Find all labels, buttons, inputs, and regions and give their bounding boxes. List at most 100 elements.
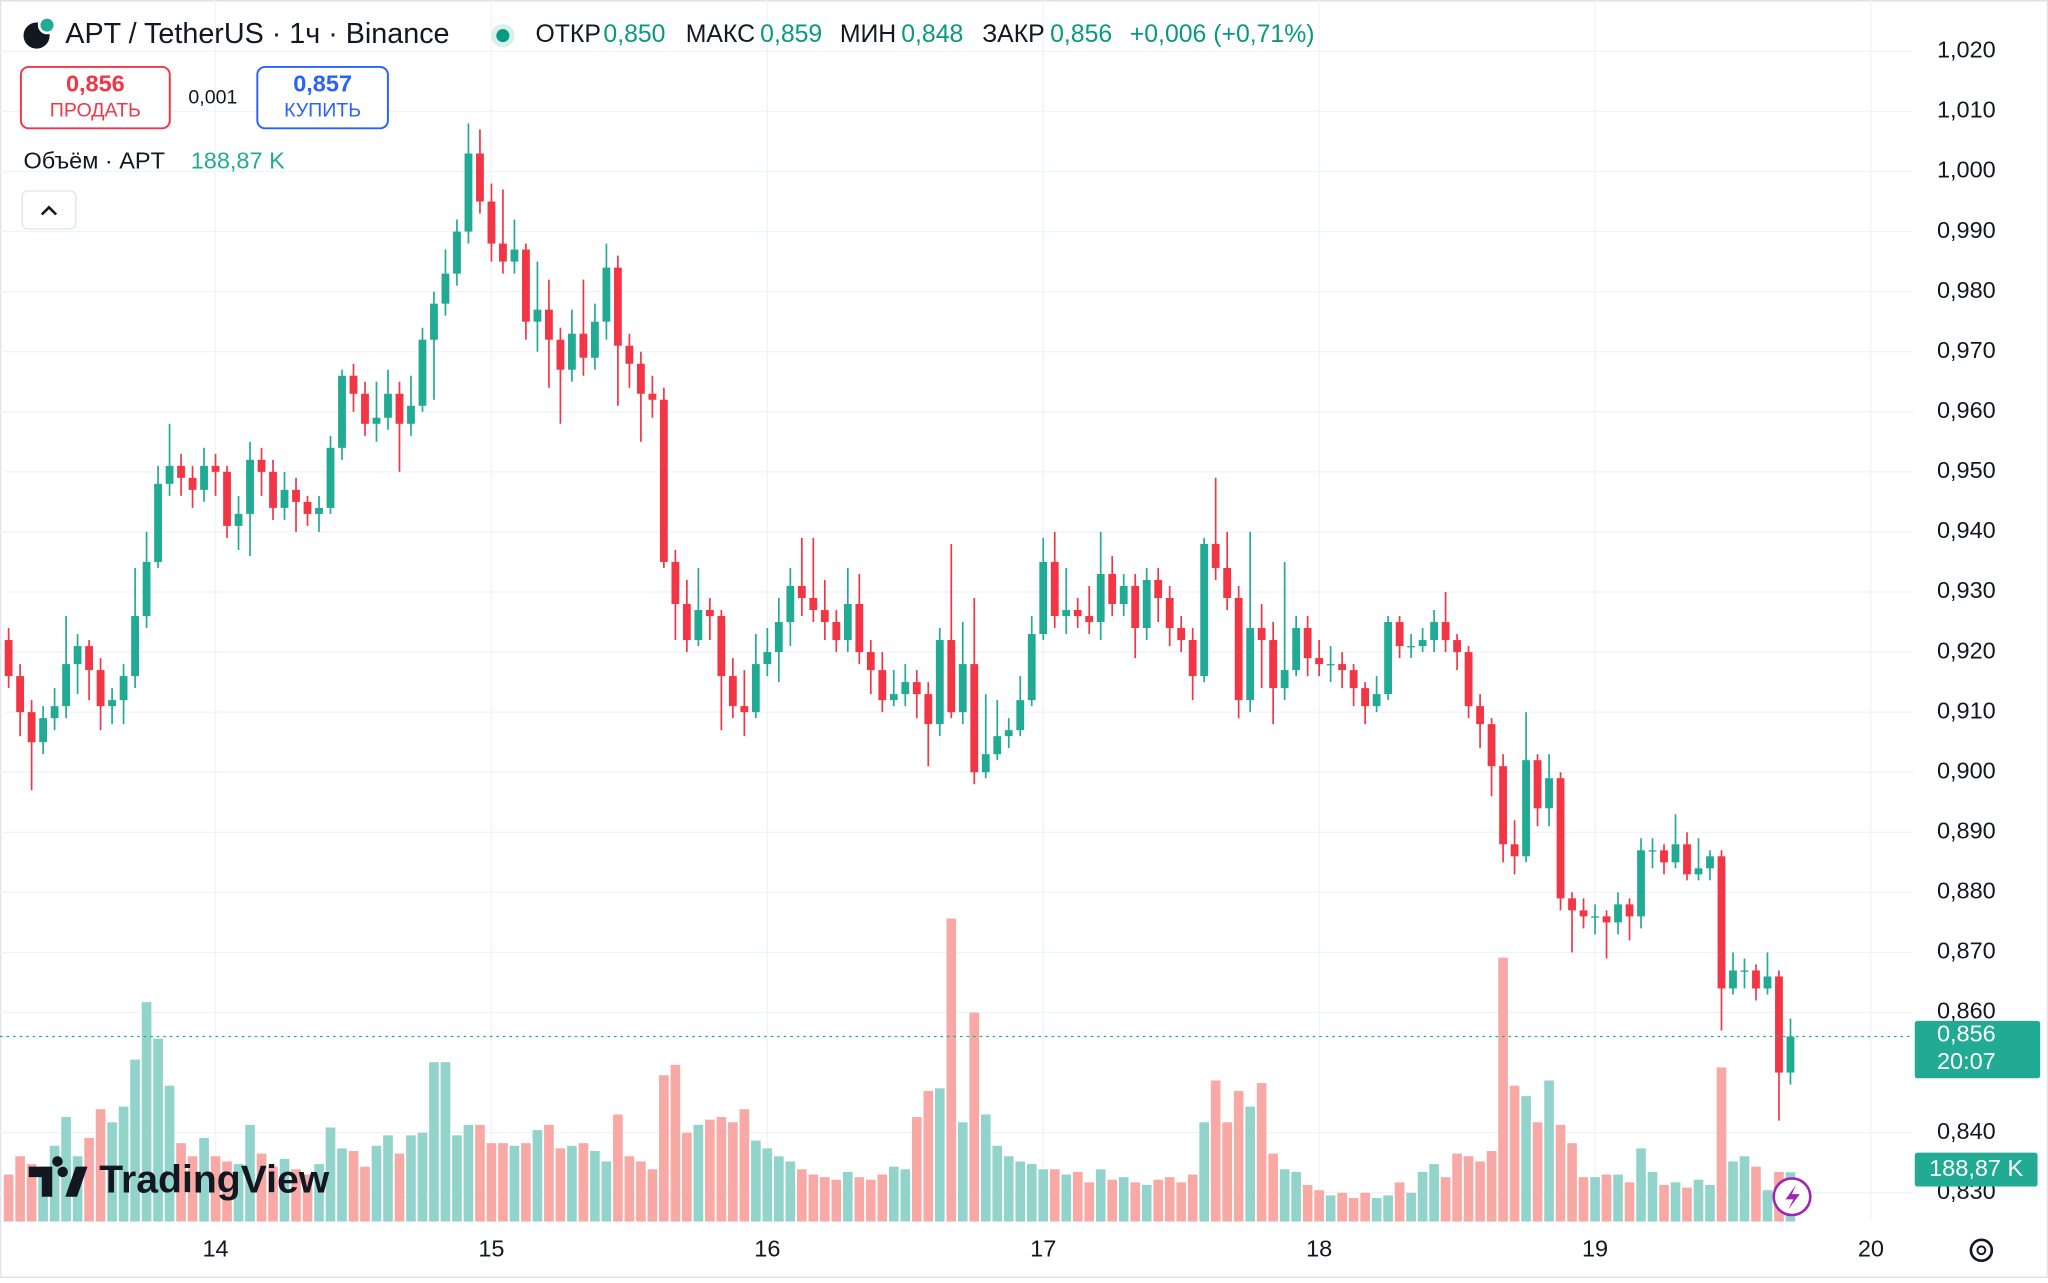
- candle-body: [545, 309, 553, 340]
- candle-body: [924, 694, 933, 725]
- candle-body: [430, 303, 438, 340]
- volume-bar: [1061, 1174, 1072, 1222]
- candle-body: [1648, 850, 1657, 852]
- candle-body: [1016, 700, 1025, 731]
- y-tick-label: 0,980: [1937, 277, 1996, 303]
- volume-bar: [1394, 1182, 1405, 1222]
- sell-price[interactable]: 0,856: [66, 70, 125, 96]
- candle-body: [1223, 567, 1232, 599]
- candle-body: [200, 465, 208, 490]
- candle-body: [223, 471, 231, 526]
- candle-body: [1027, 634, 1036, 701]
- volume-bar: [842, 1171, 853, 1222]
- volume-bar: [1095, 1169, 1106, 1222]
- buy-label[interactable]: КУПИТЬ: [284, 99, 361, 121]
- candle-body: [866, 652, 875, 671]
- volume-bar: [1532, 1122, 1543, 1222]
- sell-label[interactable]: ПРОДАТЬ: [50, 99, 141, 121]
- volume-bar: [233, 1164, 244, 1222]
- candle-body: [1775, 976, 1783, 1073]
- candle-body: [1361, 688, 1370, 707]
- candle-body: [981, 754, 990, 773]
- settings-icon-center[interactable]: [1976, 1245, 1987, 1256]
- buy-price[interactable]: 0,857: [293, 70, 352, 96]
- candle-body: [1062, 610, 1071, 617]
- candle-body: [96, 670, 105, 707]
- candle-body: [533, 309, 542, 322]
- volume-bar: [1107, 1179, 1118, 1222]
- volume-bar: [613, 1114, 623, 1222]
- y-tick-label: 0,940: [1937, 517, 1996, 543]
- alert-icon[interactable]: [1785, 1184, 1800, 1210]
- y-tick-label: 0,870: [1937, 938, 1996, 964]
- candle-body: [717, 616, 726, 677]
- candle-body: [510, 249, 519, 262]
- volume-bar: [1245, 1106, 1255, 1222]
- volume-bar: [118, 1106, 129, 1222]
- volume-bar: [360, 1166, 370, 1222]
- candle-body: [878, 670, 887, 701]
- candle-body: [797, 585, 806, 599]
- collapse-button[interactable]: [21, 190, 77, 230]
- volume-bar: [1440, 1177, 1451, 1222]
- volume-bar: [521, 1143, 531, 1222]
- volume-bar: [888, 1166, 899, 1222]
- candle-body: [280, 489, 289, 508]
- volume-bar: [1348, 1198, 1359, 1222]
- volume-bar: [1601, 1174, 1612, 1222]
- volume-bar: [865, 1179, 876, 1222]
- candle-body: [1142, 579, 1151, 629]
- volume-bar: [1751, 1166, 1761, 1222]
- volume-bar: [1716, 1067, 1727, 1222]
- candle-body: [958, 664, 967, 713]
- volume-bar: [670, 1064, 681, 1222]
- volume-bar: [774, 1156, 784, 1222]
- logo-text: TradingView: [99, 1159, 330, 1202]
- candle-body: [1395, 622, 1404, 647]
- volume-bar: [1613, 1174, 1623, 1222]
- volume-bar: [1682, 1187, 1692, 1222]
- candle-body: [1257, 628, 1266, 641]
- candle-body: [395, 393, 404, 424]
- candle-body: [970, 664, 979, 773]
- candle-body: [1637, 850, 1645, 917]
- candle-body: [1441, 622, 1450, 641]
- sell-button[interactable]: [19, 65, 171, 130]
- volume-bar: [486, 1143, 497, 1222]
- candle-body: [705, 610, 714, 617]
- volume-legend-value: 188,87 K: [191, 147, 285, 173]
- symbol[interactable]: APT / TetherUS · 1ч · Binance: [65, 18, 449, 50]
- y-tick-label: 0,880: [1937, 878, 1996, 904]
- candle-body: [476, 153, 484, 202]
- status-dot: [496, 29, 510, 43]
- volume-bar: [1210, 1080, 1221, 1222]
- volume-bar: [1118, 1177, 1129, 1222]
- volume-bar: [1072, 1171, 1083, 1222]
- candle-body: [1464, 652, 1473, 707]
- candle-body: [384, 393, 392, 418]
- y-tick-label: 0,890: [1937, 817, 1996, 843]
- volume-bar: [245, 1124, 255, 1222]
- volume-bar: [1268, 1153, 1278, 1222]
- volume-bar: [130, 1059, 140, 1222]
- volume-pane: [3, 918, 1796, 1222]
- volume-bar: [509, 1145, 520, 1222]
- buy-button[interactable]: [256, 65, 389, 130]
- y-tick-label: 0,930: [1937, 577, 1996, 603]
- candle-body: [39, 718, 48, 743]
- x-tick-label: 18: [1306, 1235, 1332, 1261]
- volume-bar: [1521, 1096, 1531, 1222]
- candle-body: [786, 585, 795, 623]
- collapse-icon[interactable]: [40, 205, 58, 216]
- y-tick-label: 0,840: [1937, 1118, 1996, 1144]
- settings-icon[interactable]: [1969, 1238, 1994, 1263]
- candle-body: [1407, 646, 1416, 648]
- volume-badge-value: 188,87 K: [1929, 1155, 2023, 1181]
- candle-body: [1430, 622, 1439, 641]
- volume-bar: [555, 1148, 566, 1222]
- volume-bar: [544, 1124, 554, 1222]
- candle-body: [889, 694, 898, 701]
- volume-bar: [1739, 1156, 1750, 1222]
- candle-body: [1660, 850, 1668, 863]
- volume-bar: [957, 1122, 968, 1222]
